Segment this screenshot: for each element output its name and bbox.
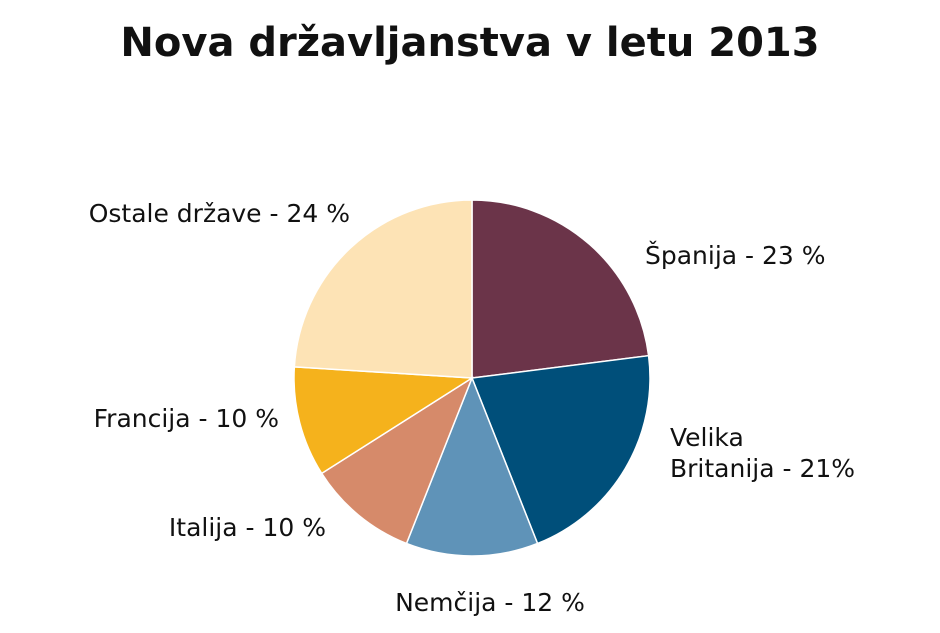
pie-slice: [405, 375, 539, 557]
pie-slice: [470, 354, 651, 545]
pie-slice: [293, 199, 473, 379]
slice-label: Italija - 10 %: [169, 513, 326, 542]
slice-label: Španija - 23 %: [645, 240, 826, 270]
slice-label: Nemčija - 12 %: [395, 588, 585, 617]
pie-slice: [320, 376, 474, 545]
slice-label: Francija - 10 %: [94, 404, 279, 433]
slice-label: Ostale države - 24 %: [89, 199, 350, 228]
pie-slice: [471, 199, 650, 379]
slice-label: Velika Britanija - 21%: [670, 423, 855, 483]
chart-title: Nova državljanstva v letu 2013: [120, 20, 819, 66]
pie-slice: [293, 366, 475, 475]
